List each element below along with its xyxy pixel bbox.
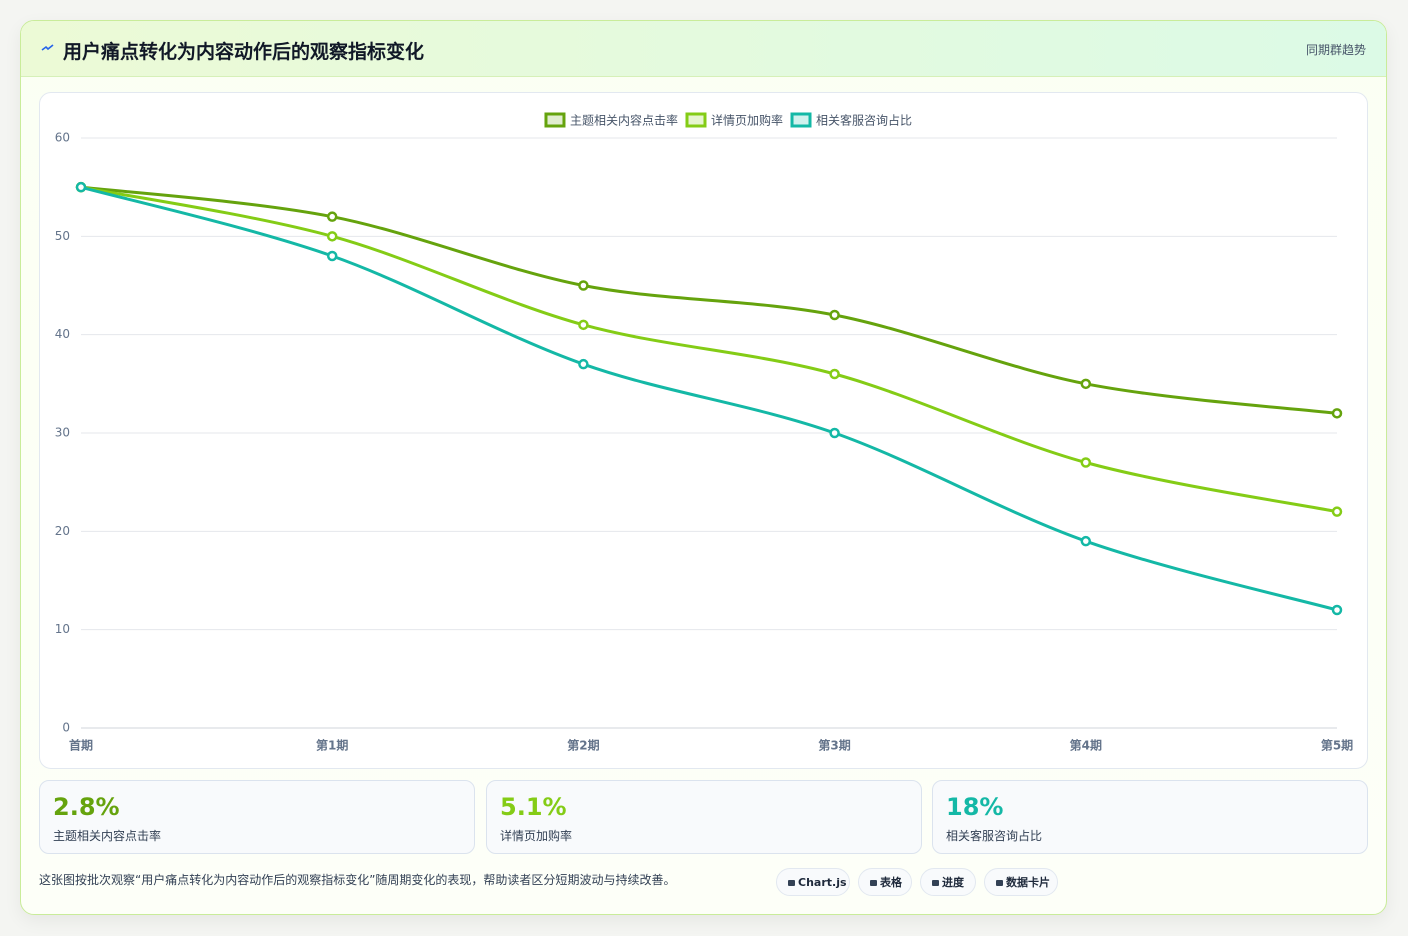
legend-swatch [544, 112, 566, 128]
stat-card: 18% 相关客服咨询占比 [932, 780, 1368, 854]
stat-label: 相关客服咨询占比 [946, 829, 1043, 843]
legend-label: 相关客服咨询占比 [816, 113, 912, 128]
tag-label: 数据卡片 [1006, 876, 1050, 889]
tag-label: 表格 [880, 876, 902, 889]
stat-label: 详情页加购率 [500, 829, 573, 843]
stat-value: 5.1% [500, 793, 567, 821]
y-tick-label: 10 [55, 622, 70, 636]
title: 用户痛点转化为内容动作后的观察指标变化 [63, 41, 425, 63]
x-tick-label: 第1期 [316, 738, 348, 753]
point [1080, 457, 1092, 468]
series-line [80, 185, 1338, 612]
tag[interactable]: 进度 [920, 868, 976, 896]
x-tick-label: 第5期 [1321, 738, 1353, 753]
stat-card: 2.8% 主题相关内容点击率 [39, 780, 475, 854]
series-line [80, 185, 1338, 514]
y-tick-label: 0 [62, 721, 70, 735]
point [75, 181, 87, 193]
stat-value: 18% [946, 793, 1004, 821]
point [326, 250, 338, 262]
tag-label: 进度 [942, 876, 964, 889]
point [1331, 506, 1343, 517]
tag[interactable]: 数据卡片 [984, 868, 1058, 896]
x-tick-label: 首期 [69, 738, 93, 753]
point [578, 319, 589, 331]
legend-swatch [790, 112, 812, 128]
note: 这张图按批次观察“用户痛点转化为内容动作后的观察指标变化”随周期变化的表现，帮助… [39, 873, 676, 887]
badge: 同期群趋势 [1305, 43, 1366, 57]
tag-label: Chart.js [798, 876, 847, 889]
y-tick-label: 40 [55, 327, 70, 341]
point [578, 280, 589, 291]
point [1080, 535, 1092, 547]
tag[interactable]: 表格 [858, 868, 912, 896]
point [326, 231, 338, 242]
point [1331, 604, 1343, 616]
y-tick-label: 30 [55, 426, 70, 440]
y-tick-label: 20 [55, 524, 70, 538]
stat-card: 5.1% 详情页加购率 [486, 780, 922, 854]
x-tick-label: 第2期 [567, 738, 599, 753]
point [326, 211, 338, 222]
stat-value: 2.8% [53, 793, 120, 821]
legend: 主题相关内容点击率 详情页加购率 相关客服咨询占比 [544, 112, 912, 128]
point [1080, 378, 1092, 390]
tag[interactable]: Chart.js [776, 868, 850, 896]
series-line [80, 185, 1338, 415]
x-tick-label: 第3期 [818, 738, 850, 753]
legend-swatch [685, 112, 707, 128]
chart: 0 10 20 30 40 50 60 首期 第1期 第2期 第3期 第4期 第5期 主题相关内容点击率 详… [55, 112, 1353, 753]
point [829, 309, 840, 321]
y-tick-label: 50 [55, 229, 70, 243]
legend-label: 主题相关内容点击率 [570, 113, 678, 128]
chart-panel: 0 10 20 30 40 50 60 首期 第1期 第2期 第3期 第4期 第5期 主题相关内容点击率 详… [39, 92, 1368, 769]
point [1331, 408, 1343, 419]
stat-label: 主题相关内容点击率 [53, 829, 162, 843]
point [829, 368, 840, 380]
card: 用户痛点转化为内容动作后的观察指标变化 同期群趋势 0 10 20 30 40 50 60 首… [20, 20, 1387, 915]
y-tick-label: 60 [55, 131, 70, 145]
header: 用户痛点转化为内容动作后的观察指标变化 同期群趋势 [21, 21, 1386, 77]
point [578, 358, 589, 370]
legend-label: 详情页加购率 [711, 113, 783, 128]
header-icon [41, 44, 54, 51]
point [829, 427, 840, 439]
x-tick-label: 第4期 [1070, 738, 1102, 753]
